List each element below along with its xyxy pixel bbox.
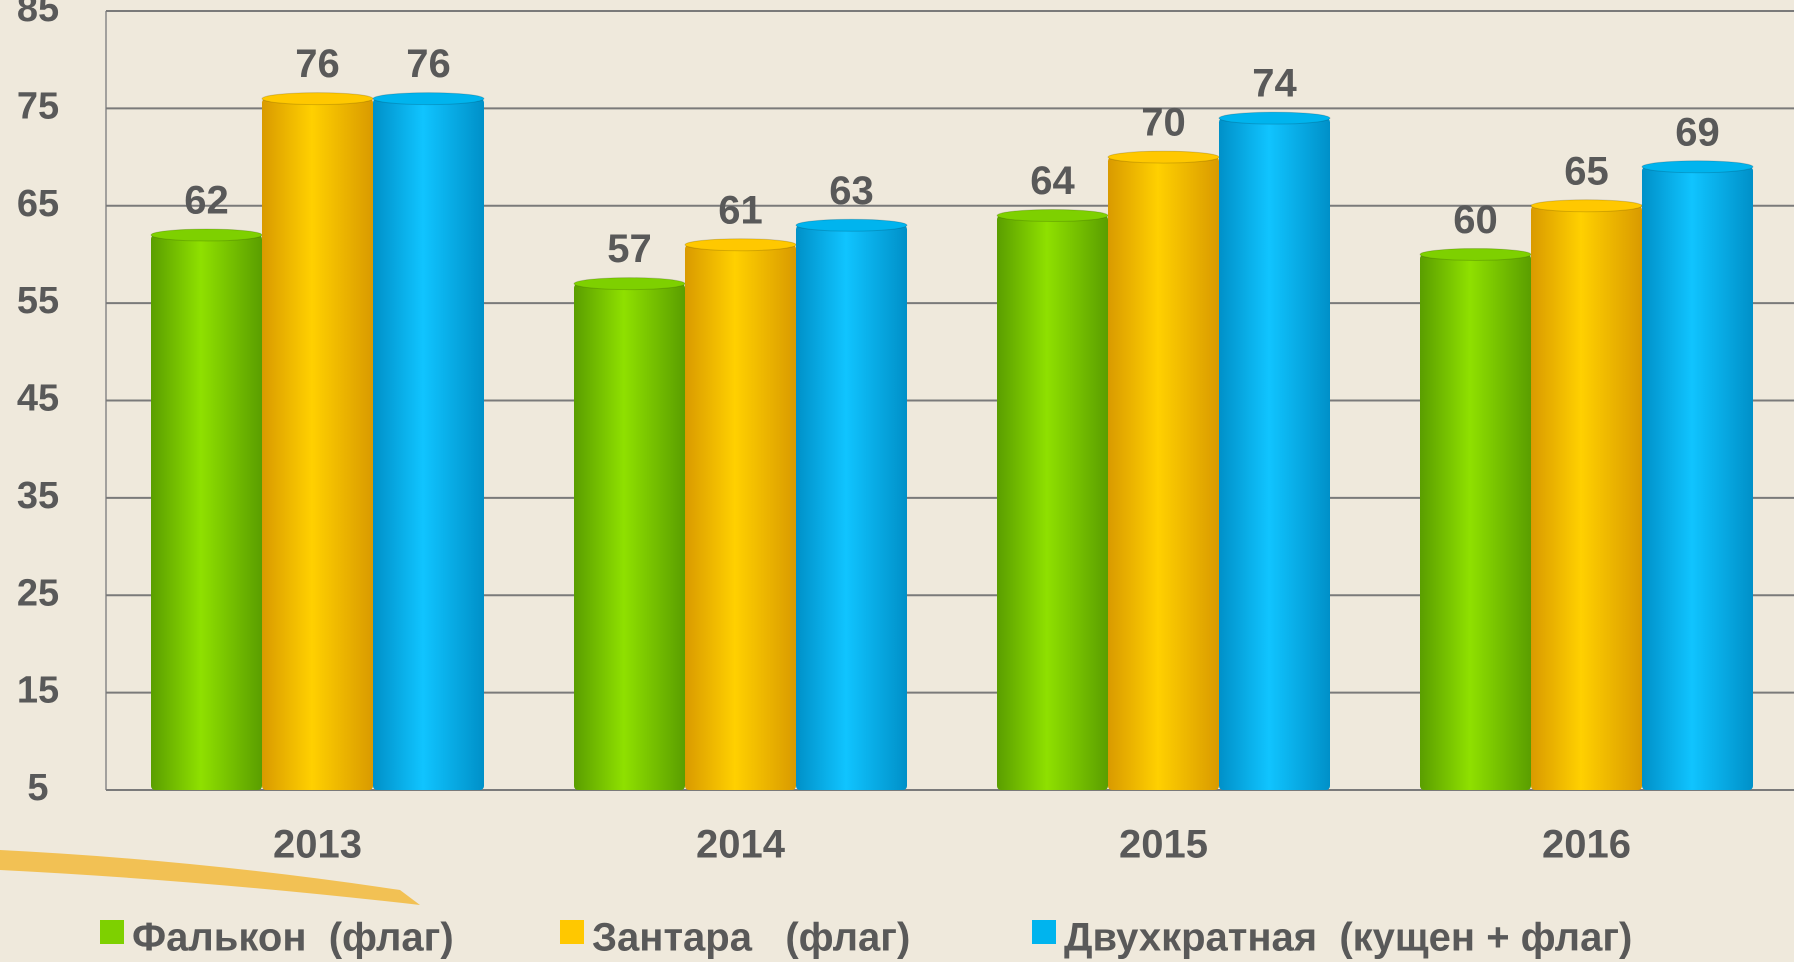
bar — [574, 283, 685, 790]
x-tick-label: 2016 — [1542, 823, 1631, 867]
data-label: 63 — [829, 169, 874, 213]
data-label: 74 — [1252, 62, 1297, 106]
y-tick-label: 25 — [17, 572, 59, 614]
decoration — [0, 850, 420, 905]
data-label: 62 — [184, 179, 229, 223]
data-label: 64 — [1030, 159, 1075, 203]
data-label: 76 — [295, 42, 340, 86]
bar-top — [684, 238, 797, 252]
y-tick-label: 45 — [17, 378, 59, 420]
bar-top — [1218, 111, 1331, 125]
data-label: 69 — [1675, 110, 1720, 154]
legend-label: Фалькон (флаг) — [132, 916, 454, 960]
bar-top — [795, 218, 908, 232]
y-tick-label: 15 — [17, 670, 59, 712]
bar — [997, 215, 1108, 791]
y-tick-label: 65 — [17, 183, 59, 225]
bar-top — [1107, 150, 1220, 164]
legend-swatch — [100, 920, 124, 944]
y-tick-label: 35 — [17, 475, 59, 517]
data-label: 76 — [406, 42, 451, 86]
y-tick-label: 55 — [17, 280, 59, 322]
legend-label: Зантара (флаг) — [592, 916, 910, 960]
x-tick-label: 2015 — [1119, 823, 1208, 867]
data-label: 57 — [607, 227, 652, 271]
bar — [373, 98, 484, 790]
y-tick-label: 5 — [27, 767, 48, 809]
bar — [262, 98, 373, 790]
x-tick-label: 2013 — [273, 823, 362, 867]
data-label: 61 — [718, 188, 763, 232]
x-tick-label: 2014 — [696, 823, 786, 867]
bar-top — [150, 228, 263, 242]
bar-top — [261, 92, 374, 106]
legend-label: Двухкратная (кущен + флаг) — [1064, 916, 1632, 960]
data-label: 60 — [1453, 198, 1498, 242]
bar — [1420, 254, 1531, 790]
bar — [1219, 118, 1330, 791]
bar-top — [1419, 247, 1532, 261]
bar-top — [573, 277, 686, 291]
bar-top — [1530, 199, 1643, 213]
bar — [1642, 166, 1753, 791]
bar-top — [1641, 160, 1754, 174]
bar — [1531, 205, 1642, 790]
bar — [685, 244, 796, 790]
bar — [151, 234, 262, 790]
bar — [796, 225, 907, 791]
legend-swatch — [1032, 920, 1056, 944]
bar — [1108, 157, 1219, 790]
legend-swatch — [560, 920, 584, 944]
bar-top — [996, 208, 1109, 222]
bar-top — [372, 92, 485, 106]
data-label: 70 — [1141, 101, 1186, 145]
y-tick-label: 85 — [17, 0, 59, 30]
data-label: 65 — [1564, 149, 1609, 193]
y-tick-label: 75 — [17, 85, 59, 127]
